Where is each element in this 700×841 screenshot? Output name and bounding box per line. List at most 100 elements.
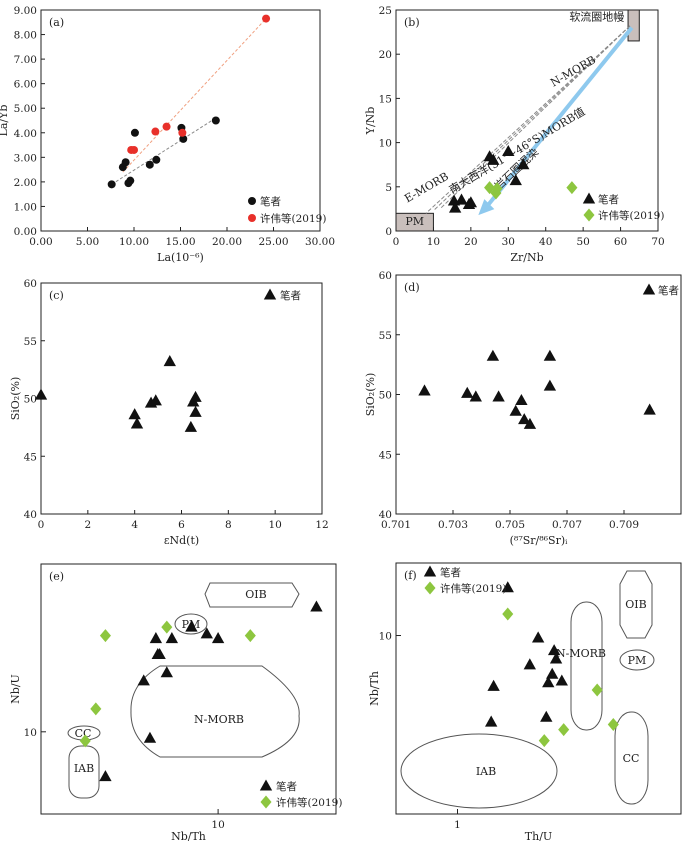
x-axis-label: (⁸⁷Sr/⁸⁶Sr)ᵢ (510, 534, 569, 547)
data-point (607, 718, 619, 732)
pm-box (395, 212, 434, 232)
legend-marker (583, 208, 595, 222)
oib-region (204, 582, 300, 608)
y-tick-label: 4.00 (14, 128, 37, 140)
data-point (162, 122, 171, 131)
panel-label: (d) (404, 281, 420, 294)
x-tick-label: 20 (464, 236, 477, 248)
data-point (79, 734, 91, 748)
data-point (137, 674, 150, 686)
legend-label: 笔者 (658, 284, 679, 297)
mixing-line (425, 25, 631, 214)
y-tick-label: 55 (379, 330, 392, 342)
data-point (418, 384, 431, 396)
panel-f: 1 10 (f) Th/U Nb/Th OIB N-MORB PM IAB CC 笔者许伟等(201… (368, 562, 682, 841)
iab-region (400, 733, 558, 809)
x-tick-label: 4 (131, 519, 138, 531)
y-tick-label: 6.00 (14, 79, 37, 91)
cc-label: CC (623, 752, 640, 765)
data-point (546, 667, 559, 679)
x-tick-label: 0.709 (609, 519, 639, 531)
series-author (99, 600, 323, 782)
legend-marker (263, 288, 277, 300)
data-point (130, 417, 144, 429)
series-author (107, 116, 220, 189)
y-tick-label: 2.00 (14, 177, 37, 189)
data-point (540, 710, 553, 722)
panel-frame (40, 282, 323, 515)
nmorb-label: N-MORB (556, 647, 606, 660)
data-point (153, 647, 166, 660)
x-tick-label: 1 (454, 819, 461, 831)
panel-label: (f) (404, 569, 417, 582)
y-axis-label: SiO₂(%) (364, 373, 377, 417)
y-tick-label: 7.00 (14, 54, 37, 66)
data-point (487, 679, 500, 691)
panel-label: (a) (49, 16, 64, 29)
nmorb-region (570, 601, 603, 731)
iab-label: IAB (74, 762, 94, 775)
y-tick-label: 10 (379, 138, 392, 150)
legend-label: 笔者 (280, 289, 301, 302)
x-tick-label: 0 (38, 519, 45, 531)
panel-frame (395, 9, 659, 232)
y-tick-label: 1.00 (14, 201, 37, 213)
data-point (161, 620, 173, 634)
legend-marker (248, 214, 256, 222)
data-point (179, 134, 188, 143)
arrow-head (478, 199, 495, 216)
y-tick-label: 10 (379, 631, 392, 643)
y-axis-label: La/Yb (0, 105, 10, 137)
y-axis-label: Nb/Th (368, 671, 381, 706)
data-point (547, 644, 561, 656)
asthenosphere-label: 软流圈地幔 (569, 10, 624, 24)
x-axis-label: Zr/Nb (510, 251, 543, 264)
pm-label: PM (405, 215, 424, 228)
y-tick-label: 9.00 (14, 5, 37, 17)
asthenosphere-box (627, 9, 640, 42)
oib-label: OIB (625, 598, 646, 611)
y-tick-label: 15 (379, 93, 392, 105)
y-tick-label: 0 (385, 226, 392, 238)
annotation-nmorb: N-MORB (548, 53, 598, 89)
data-point (310, 600, 323, 612)
legend: 笔者 (263, 288, 301, 302)
data-point (591, 683, 603, 697)
data-point (486, 349, 500, 361)
y-tick-label: 45 (24, 451, 37, 463)
data-point (464, 196, 478, 208)
x-tick-label: 60 (614, 236, 627, 248)
data-point (189, 390, 202, 402)
pm-label: PM (628, 654, 647, 667)
data-point (90, 702, 102, 716)
data-point (517, 158, 530, 170)
data-point (502, 607, 514, 621)
data-point (487, 153, 500, 165)
nmorb-region (130, 665, 300, 758)
data-point (501, 581, 514, 593)
legend-marker (259, 779, 273, 791)
series-xu2019 (79, 620, 256, 748)
series-author (418, 349, 656, 429)
panel-d: 0.701 0.703 0.705 0.707 0.709 40 45 50 55 60 (d) (⁸… (364, 270, 682, 547)
mixing-line (440, 25, 631, 209)
y-tick-label: 0.00 (14, 226, 37, 238)
x-tick-label: 2 (84, 519, 91, 531)
data-point (130, 145, 138, 154)
y-tick-label: 50 (379, 390, 392, 402)
data-point (189, 405, 202, 417)
data-point (244, 629, 256, 643)
data-point (555, 674, 568, 686)
x-tick-label: 0.00 (29, 236, 52, 248)
x-tick-label: 0.703 (438, 519, 468, 531)
x-axis-label: Nb/Th (171, 830, 206, 841)
data-point (643, 403, 656, 415)
oib-region (619, 570, 653, 639)
trend-line (122, 18, 267, 173)
data-point (518, 413, 531, 425)
panel-e: 10 10 (e) Nb/Th Nb/U OIBPMN-MORBCCIAB笔者许伟等(20… (9, 563, 342, 841)
y-tick-label: 20 (379, 49, 392, 61)
